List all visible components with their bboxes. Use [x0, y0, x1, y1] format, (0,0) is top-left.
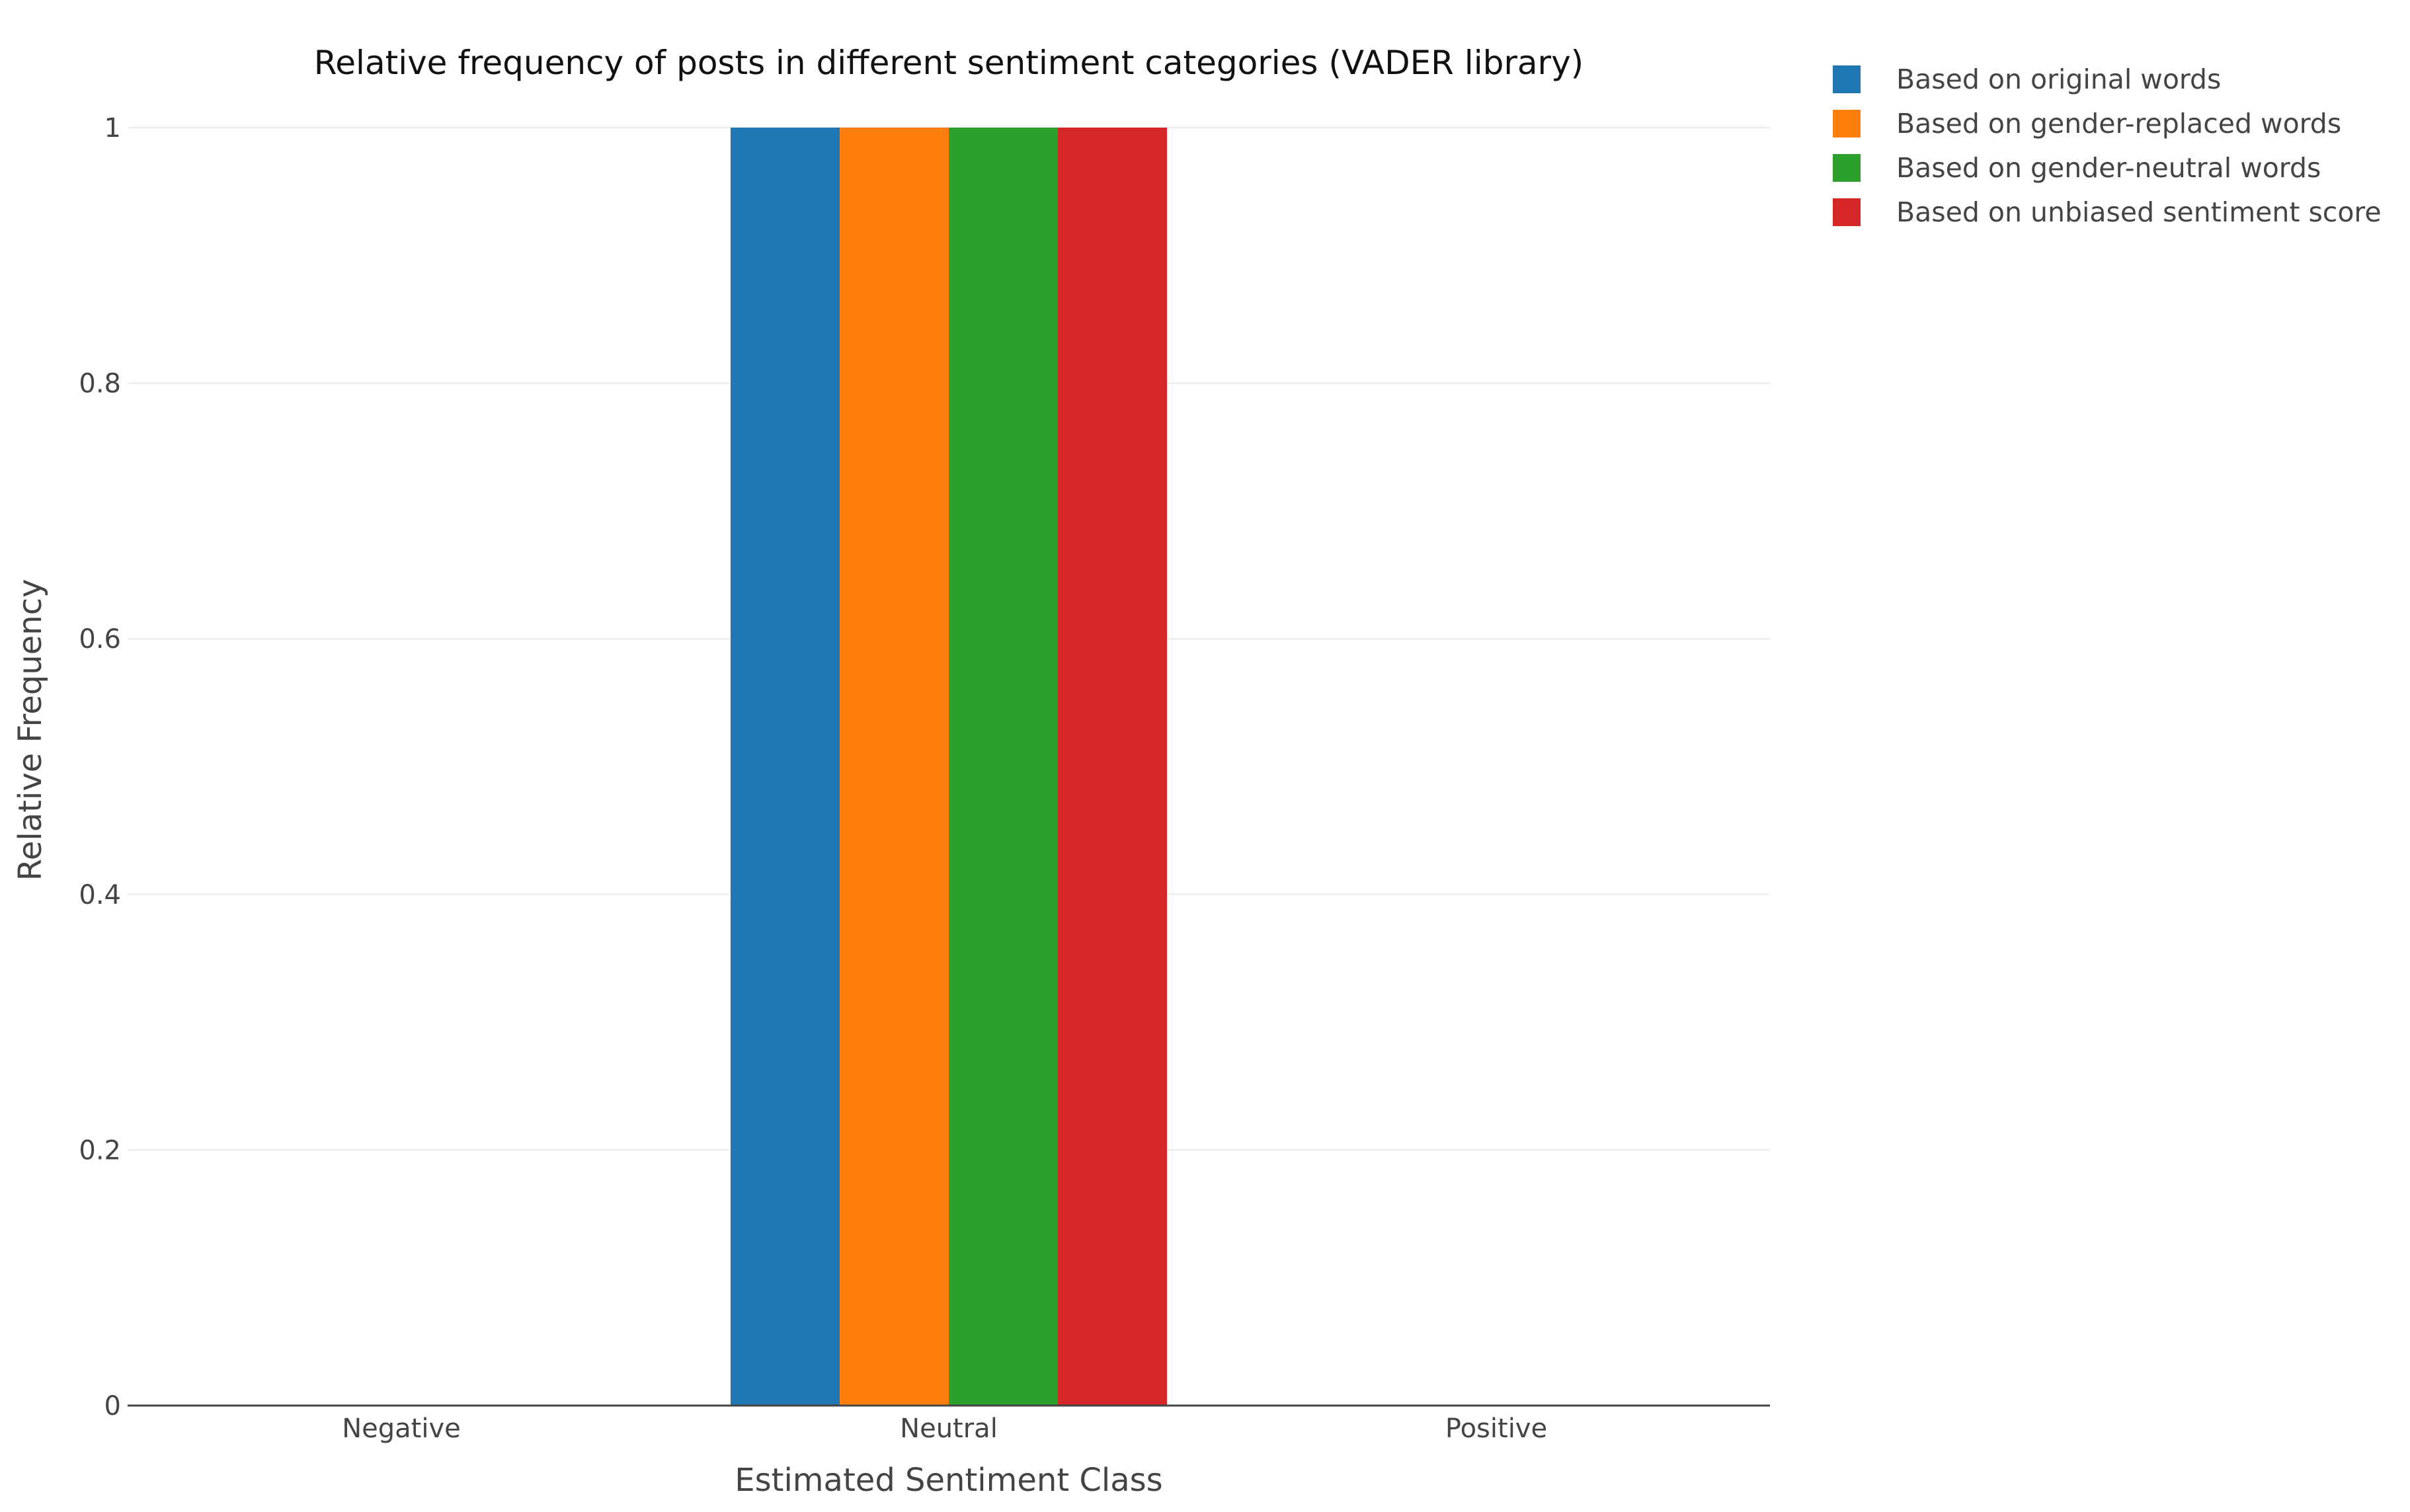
y-tick-label: 0.6 [79, 624, 121, 655]
x-tick-label: Negative [342, 1413, 461, 1444]
bar-neutral-series-1[interactable] [731, 128, 840, 1406]
legend-label: Based on original words [1896, 63, 2221, 95]
legend-item[interactable]: Based on unbiased sentiment score [1833, 196, 2382, 228]
legend-swatch [1833, 198, 1861, 226]
x-tick-label: Positive [1445, 1413, 1547, 1444]
y-tick-label: 1 [104, 113, 121, 143]
legend-swatch [1833, 154, 1861, 182]
bars [731, 128, 1167, 1406]
legend-swatch [1833, 65, 1861, 93]
y-tick-label: 0.8 [79, 369, 121, 399]
legend-item[interactable]: Based on original words [1833, 63, 2221, 95]
legend-label: Based on gender-neutral words [1896, 152, 2321, 184]
bar-neutral-series-4[interactable] [1058, 128, 1167, 1406]
legend[interactable]: Based on original words Based on gender-r… [1833, 63, 2382, 228]
y-axis-title: Relative Frequency [12, 579, 49, 881]
y-tick-labels: 0 0.2 0.4 0.6 0.8 1 [79, 113, 121, 1421]
bar-neutral-series-2[interactable] [840, 128, 949, 1406]
y-tick-label: 0.4 [79, 880, 121, 910]
chart-title: Relative frequency of posts in different… [314, 44, 1584, 82]
y-tick-label: 0 [104, 1391, 121, 1421]
x-axis-title: Estimated Sentiment Class [735, 1462, 1162, 1499]
y-tick-label: 0.2 [79, 1135, 121, 1166]
legend-label: Based on gender-replaced words [1896, 108, 2341, 139]
x-tick-labels: Negative Neutral Positive [342, 1413, 1547, 1444]
legend-item[interactable]: Based on gender-replaced words [1833, 108, 2341, 139]
legend-swatch [1833, 110, 1861, 138]
legend-item[interactable]: Based on gender-neutral words [1833, 152, 2321, 184]
x-tick-label: Neutral [900, 1413, 998, 1444]
legend-label: Based on unbiased sentiment score [1896, 196, 2382, 228]
bar-neutral-series-3[interactable] [949, 128, 1058, 1406]
